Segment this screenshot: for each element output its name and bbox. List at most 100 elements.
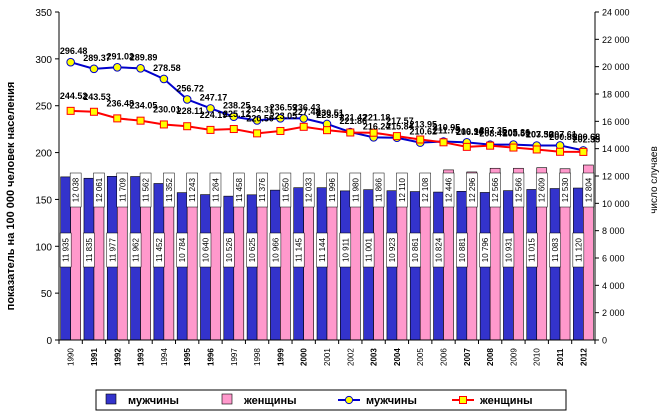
bar-label-box bbox=[59, 232, 72, 268]
point-men-1998 bbox=[252, 116, 262, 125]
point-women-1992 bbox=[113, 114, 122, 123]
bar-label-box bbox=[106, 232, 119, 268]
bar-label-women-1993: 11 562 bbox=[139, 172, 152, 208]
bar-label-men-1995: 10 784 bbox=[176, 232, 188, 268]
line-label-men-2009: 208.51 bbox=[503, 129, 531, 139]
bar-label-men-2005: 10 861 bbox=[409, 232, 421, 268]
x-tick-label-1990: 1990 bbox=[67, 348, 76, 366]
line-label-men-2005: 210.62 bbox=[409, 127, 437, 137]
x-tick-label-2012: 2012 bbox=[579, 348, 588, 366]
bar-label-text: 10 966 bbox=[271, 237, 280, 262]
bar-label-men-2008: 10 796 bbox=[479, 232, 491, 268]
line-label-men-1997: 238.25 bbox=[223, 101, 251, 111]
point-women-1999 bbox=[276, 126, 285, 135]
legend-label-2: мужчины bbox=[366, 395, 417, 407]
line-label-men-2002: 221.86 bbox=[340, 116, 368, 126]
point-women-2006 bbox=[439, 138, 448, 147]
bar-label-women-1997: 11 458 bbox=[233, 172, 245, 208]
y2-tick-label: 14 000 bbox=[602, 144, 630, 154]
point-women-2000 bbox=[299, 122, 308, 131]
line-label-men-2007: 210.94 bbox=[456, 126, 484, 136]
point-women-2003 bbox=[369, 128, 378, 137]
point-women-1994 bbox=[159, 120, 168, 129]
bar-label-box bbox=[432, 232, 445, 268]
bar-label-men-2004: 10 923 bbox=[386, 232, 398, 268]
bar-label-women-1994: 11 352 bbox=[163, 172, 175, 208]
bar-label-box bbox=[69, 172, 82, 208]
line-label-men-2000: 236.43 bbox=[293, 102, 321, 112]
y-tick-label: 100 bbox=[35, 242, 52, 253]
x-tick-label-2004: 2004 bbox=[393, 348, 402, 366]
line-label-women-1990: 244.52 bbox=[60, 91, 88, 101]
point-women-1997 bbox=[229, 125, 238, 134]
point-women-2001 bbox=[323, 126, 331, 135]
y2-tick-label: 10 000 bbox=[602, 199, 630, 209]
line-label-women-2008: 207.35 bbox=[479, 126, 507, 136]
bar-label-text: 10 640 bbox=[201, 237, 210, 262]
bar-label-box bbox=[163, 172, 175, 208]
bar-label-text: 11 962 bbox=[132, 238, 141, 262]
bar-label-box bbox=[362, 232, 375, 268]
bar-label-text: 10 625 bbox=[248, 237, 257, 262]
bar-label-women-1990: 12 038 bbox=[69, 172, 82, 208]
line-label-men-2008: 208.45 bbox=[479, 129, 507, 139]
bar-label-women-2011: 12 530 bbox=[559, 172, 571, 208]
line-label-men-2012: 202.35 bbox=[573, 134, 601, 144]
bar-label-men-1991: 11 835 bbox=[83, 232, 95, 268]
bar-label-text: 11 458 bbox=[235, 178, 244, 202]
bar-label-text: 10 526 bbox=[225, 237, 234, 262]
y2-tick-label: 0 bbox=[602, 336, 607, 346]
bar-label-box bbox=[512, 172, 525, 208]
lines-layer bbox=[66, 57, 588, 156]
point-women-2002 bbox=[346, 128, 355, 137]
line-label-men-1991: 289.37 bbox=[83, 53, 111, 63]
bar-label-box bbox=[233, 172, 245, 208]
line-label-women-1991: 243.53 bbox=[83, 92, 111, 102]
y2-tick-label: 18 000 bbox=[602, 90, 630, 100]
bar-label-text: 12 566 bbox=[514, 177, 523, 202]
line-label-men-1995: 256.72 bbox=[176, 83, 204, 93]
legend-marker-3 bbox=[459, 396, 467, 404]
bar-label-box bbox=[246, 232, 258, 268]
point-women-2009 bbox=[509, 143, 518, 152]
bar-label-text: 12 566 bbox=[491, 177, 500, 202]
x-tick-label-1996: 1996 bbox=[206, 348, 215, 366]
bar-label-text: 11 083 bbox=[551, 238, 560, 262]
bar-label-box bbox=[186, 172, 198, 208]
bar-women-1995 bbox=[186, 186, 198, 341]
bar-label-women-2012: 12 804 bbox=[582, 172, 595, 208]
point-men-1991 bbox=[89, 64, 99, 74]
bar-label-men-1994: 11 452 bbox=[153, 232, 165, 268]
y2-tick-label: 24 000 bbox=[602, 8, 630, 18]
bar-label-text: 12 038 bbox=[72, 177, 81, 202]
y-tick-label: 50 bbox=[41, 289, 53, 300]
bar-label-box bbox=[442, 172, 455, 208]
bar-label-women-2010: 12 609 bbox=[535, 172, 548, 208]
point-men-1999 bbox=[276, 113, 285, 123]
bar-label-women-2008: 12 566 bbox=[489, 172, 501, 208]
line-label-women-2012: 200.68 bbox=[573, 132, 601, 142]
x-tick-label-1997: 1997 bbox=[230, 348, 239, 366]
x-tick-label-2007: 2007 bbox=[463, 348, 472, 366]
bar-label-men-1999: 10 966 bbox=[269, 232, 282, 268]
line-label-women-1993: 234.05 bbox=[130, 101, 158, 111]
line-label-women-1994: 230.01 bbox=[153, 104, 181, 114]
bar-label-box bbox=[372, 172, 385, 208]
bar-label-text: 12 108 bbox=[421, 177, 430, 202]
bar-label-text: 11 145 bbox=[295, 238, 304, 262]
y2-tick-label: 6 000 bbox=[602, 254, 625, 264]
line-label-men-1999: 236.59 bbox=[270, 102, 298, 112]
line-label-men-2004: 215.84 bbox=[386, 122, 414, 132]
y-tick-label: 200 bbox=[35, 149, 52, 160]
bar-label-text: 10 784 bbox=[178, 237, 187, 262]
x-tick-label-1995: 1995 bbox=[183, 348, 192, 366]
x-tick-label-1998: 1998 bbox=[253, 348, 262, 366]
bar-label-men-2010: 11 015 bbox=[525, 232, 538, 268]
bar-men-1998 bbox=[246, 194, 258, 341]
bar-label-box bbox=[535, 172, 548, 208]
bar-label-box bbox=[349, 172, 362, 208]
line-label-women-2010: 203.30 bbox=[526, 129, 554, 139]
y2-tick-label: 8 000 bbox=[602, 226, 625, 236]
point-women-1991 bbox=[89, 107, 98, 116]
point-men-1993 bbox=[136, 64, 145, 73]
